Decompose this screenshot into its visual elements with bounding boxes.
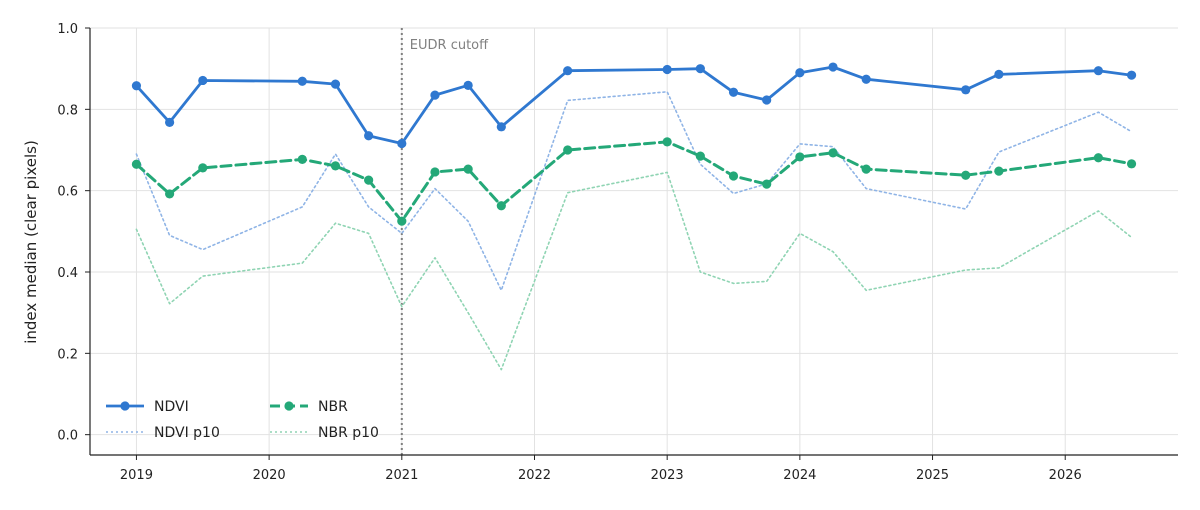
- data-point: [563, 66, 573, 76]
- legend-marker: [120, 401, 130, 411]
- series-nbr: [131, 137, 1137, 226]
- data-point: [496, 122, 506, 132]
- y-tick-label: 0.8: [57, 103, 78, 118]
- y-tick-label: 0.4: [57, 266, 78, 281]
- data-point: [397, 216, 407, 226]
- legend: NDVI NBR NDVI p10 NBR p10: [106, 399, 379, 441]
- data-point: [662, 64, 672, 75]
- data-point: [563, 145, 573, 155]
- y-tick-label: 0.2: [57, 347, 78, 362]
- data-point: [1126, 159, 1137, 169]
- data-point: [762, 179, 772, 189]
- data-point: [662, 137, 672, 147]
- legend-entry: NDVI p10: [106, 425, 220, 441]
- data-point: [1093, 66, 1103, 76]
- data-point: [364, 175, 374, 185]
- x-tick-label: 2023: [651, 468, 684, 483]
- data-point: [131, 81, 142, 91]
- x-tick-label: 2020: [253, 468, 286, 483]
- series-ndvi: [131, 62, 1137, 149]
- data-point: [397, 138, 407, 149]
- data-point: [330, 79, 341, 89]
- cutoff-label: EUDR cutoff: [410, 38, 489, 53]
- data-point: [430, 167, 440, 177]
- series-line: [135, 91, 1133, 292]
- y-tick-label: 0.0: [57, 429, 78, 444]
- series-line: [134, 140, 1134, 223]
- legend-label: NDVI p10: [154, 425, 220, 441]
- data-point: [828, 62, 838, 72]
- data-point: [297, 154, 307, 164]
- data-point: [330, 161, 341, 171]
- data-point: [762, 95, 772, 105]
- data-point: [861, 74, 871, 84]
- legend-label: NDVI: [154, 399, 189, 415]
- series-layer: [131, 62, 1137, 371]
- data-point: [165, 117, 175, 127]
- legend-entry: NDVI: [106, 399, 189, 415]
- ticks: 2019 2020 2021 2022 2023 2024 2025 2026 0.0 0.2 0.…: [57, 22, 1081, 483]
- series-line: [134, 65, 1133, 145]
- legend-entry: NBR: [270, 399, 348, 415]
- x-tick-label: 2019: [120, 468, 153, 483]
- data-point: [364, 131, 374, 141]
- x-tick-label: 2022: [518, 468, 551, 483]
- x-tick-label: 2026: [1049, 468, 1082, 483]
- legend-entry: NBR p10: [270, 425, 379, 441]
- data-point: [695, 64, 705, 74]
- grid: [90, 27, 1178, 455]
- series-line: [135, 171, 1133, 371]
- data-point: [795, 152, 805, 162]
- data-point: [795, 68, 805, 78]
- legend-label: NBR: [318, 399, 348, 415]
- y-axis-label: index median (clear pixels): [22, 140, 40, 344]
- data-point: [994, 166, 1004, 176]
- data-point: [961, 85, 971, 95]
- data-point: [430, 90, 440, 100]
- data-point: [1093, 153, 1103, 163]
- annotation-layer: EUDR cutoff: [400, 28, 489, 455]
- data-point: [828, 148, 838, 158]
- data-point: [198, 75, 208, 86]
- data-point: [165, 189, 175, 199]
- data-point: [728, 87, 739, 97]
- data-point: [994, 69, 1004, 79]
- x-tick-label: 2025: [916, 468, 949, 483]
- data-point: [695, 151, 705, 161]
- data-point: [861, 164, 871, 174]
- legend-label: NBR p10: [318, 425, 379, 441]
- y-tick-label: 1.0: [57, 22, 78, 37]
- data-point: [496, 201, 506, 211]
- data-point: [1126, 70, 1137, 80]
- data-point: [297, 76, 307, 86]
- data-point: [728, 171, 739, 181]
- data-point: [198, 163, 208, 173]
- data-point: [463, 164, 473, 174]
- legend-marker: [284, 401, 294, 411]
- x-tick-label: 2021: [385, 468, 418, 483]
- axes: [89, 28, 1178, 456]
- data-point: [463, 80, 473, 90]
- series-nbr-p10: [135, 171, 1133, 371]
- data-point: [131, 159, 142, 169]
- data-point: [961, 170, 971, 180]
- y-tick-label: 0.6: [57, 185, 78, 200]
- series-ndvi-p10: [135, 91, 1133, 292]
- x-tick-label: 2024: [783, 468, 816, 483]
